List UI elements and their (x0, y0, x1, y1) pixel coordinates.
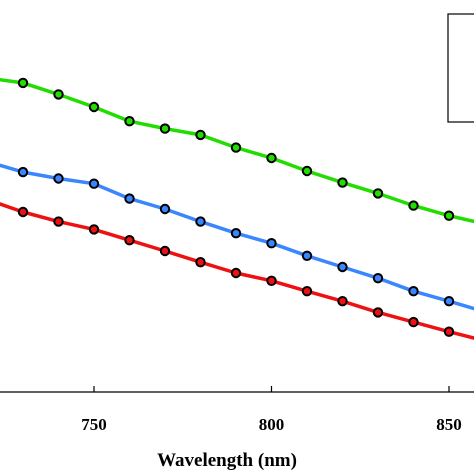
series-3-point (159, 245, 171, 257)
series-2-point (159, 203, 171, 215)
series-1-point (408, 200, 419, 211)
series-2-point (301, 250, 313, 262)
series-2-point (372, 273, 384, 284)
series-3-point (408, 316, 419, 328)
series-3-point (372, 307, 384, 318)
series-2-point (337, 261, 348, 273)
series-1-point (230, 142, 242, 153)
series-2-point (443, 296, 455, 307)
series-1-point (301, 165, 313, 177)
series-1-point (124, 116, 135, 127)
series-1-point (372, 188, 384, 199)
series-2-point (408, 286, 419, 297)
series-3-point (337, 296, 348, 307)
series-3 (0, 202, 474, 340)
series-1-point (443, 210, 455, 221)
series-1-point (88, 101, 100, 113)
series-1-point (159, 123, 171, 134)
x-axis-ticks: 750 800 850 (81, 386, 462, 434)
series-3-point (195, 257, 206, 268)
series-3-point (53, 216, 64, 227)
series-3-point (266, 275, 277, 286)
x-tick-label: 850 (436, 415, 462, 434)
series-3-point (230, 267, 242, 279)
series-2 (0, 163, 474, 311)
series-layer (0, 77, 474, 340)
series-3-point (124, 235, 135, 246)
series-1-point (53, 89, 64, 100)
series-3-line (0, 202, 474, 340)
series-1 (0, 77, 474, 224)
series-3-point (88, 224, 100, 235)
series-3-point (301, 286, 313, 297)
series-1-point (195, 129, 206, 141)
series-3-point (443, 326, 455, 337)
series-1-point (337, 177, 348, 188)
series-2-point (88, 178, 100, 189)
series-2-point (195, 216, 206, 227)
series-1-point (266, 152, 277, 164)
legend-box (447, 13, 474, 123)
legend-frame (447, 13, 474, 123)
series-2-point (266, 238, 277, 249)
x-tick-label: 800 (259, 415, 285, 434)
series-2-point (124, 193, 135, 204)
x-axis-title: Wavelength (nm) (157, 450, 297, 471)
series-2-point (17, 166, 29, 178)
series-1-point (17, 77, 29, 89)
series-3-point (17, 206, 29, 218)
series-2-point (53, 173, 64, 184)
x-tick-label: 750 (81, 415, 107, 434)
series-2-point (230, 228, 242, 239)
